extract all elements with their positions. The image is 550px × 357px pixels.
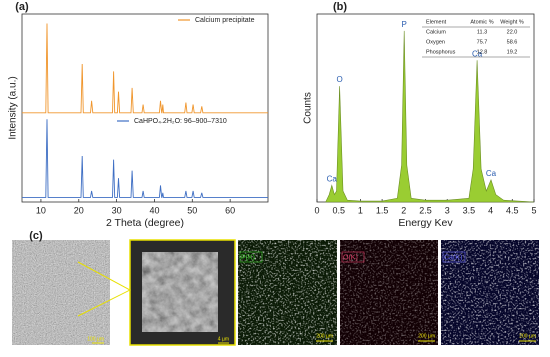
scale-bar-label: 200 µm <box>519 333 536 339</box>
x-tick-label: 3.5 <box>463 205 476 215</box>
x-tick-label: 30 <box>112 205 122 215</box>
x-axis-label: Energy Kev <box>398 217 453 229</box>
table-cell: 75.7 <box>477 39 488 45</box>
x-tick-label: 3 <box>445 205 450 215</box>
scale-bar-label: 200 µm <box>316 333 333 339</box>
pattern-line <box>22 23 268 114</box>
x-tick-label: 0 <box>314 205 319 215</box>
x-tick-label: 50 <box>187 205 197 215</box>
peak-label: P <box>402 20 407 29</box>
scale-bar-label: 4 µm <box>218 336 229 342</box>
map-title: P(K) <box>241 254 255 261</box>
table-cell: 12.8 <box>477 49 488 55</box>
zoom-frame <box>129 239 236 346</box>
map-title: Ca(K) <box>444 254 462 261</box>
peak-label: Ca <box>472 49 483 58</box>
panel-c-images <box>12 239 539 346</box>
map-title-box <box>341 251 365 263</box>
scale-bar-label: 200 µm <box>418 333 435 339</box>
x-tick-label: 40 <box>149 205 159 215</box>
scale-bar-label: 100 µm <box>87 336 104 342</box>
y-axis-label: Intensity (a.u.) <box>8 76 19 139</box>
table-cell: 22.0 <box>507 29 518 35</box>
legend-label: CaHPO₄.2H₂O: 96–900–7310 <box>134 118 227 125</box>
x-tick-label: 2 <box>401 205 406 215</box>
panel-label: (b) <box>333 1 347 13</box>
panel-label: (a) <box>15 1 29 13</box>
x-tick-label: 5 <box>531 205 536 215</box>
map-o <box>340 240 438 345</box>
zoom-lines <box>77 261 132 317</box>
x-tick-label: 1.5 <box>376 205 389 215</box>
peak-label: O <box>336 75 342 84</box>
peak-label: Ca <box>327 175 338 184</box>
x-axis-label: 2 Theta (degree) <box>106 217 184 229</box>
x-tick-label: 2.5 <box>419 205 432 215</box>
x-tick-label: 60 <box>225 205 235 215</box>
x-tick-label: 4 <box>488 205 493 215</box>
map-title-box <box>239 251 263 263</box>
table-header: Element <box>426 19 447 25</box>
table-cell: Phosphorus <box>426 49 456 55</box>
x-tick-label: 20 <box>74 205 84 215</box>
map-ca <box>441 240 539 345</box>
x-tick-label: 0.5 <box>332 205 345 215</box>
table-header: Weight % <box>500 19 524 25</box>
table-cell: 11.3 <box>477 29 487 35</box>
legend-label: Calcium precipitate <box>195 17 255 24</box>
table-header: Atomic % <box>470 19 493 25</box>
spectrum-area <box>325 30 535 203</box>
x-tick-label: 4.5 <box>506 205 519 215</box>
table-cell: Oxygen <box>426 39 445 45</box>
plot-frame <box>21 13 269 203</box>
table-cell: 58.6 <box>507 39 518 45</box>
panel-label: (c) <box>29 230 43 242</box>
y-axis-label: Counts <box>303 92 314 124</box>
map-title: O(K) <box>343 254 358 261</box>
table-cell: 19.2 <box>507 49 518 55</box>
peak-label: Ca <box>486 169 497 178</box>
x-tick-label: 10 <box>36 205 46 215</box>
x-tick-label: 1 <box>358 205 363 215</box>
map-title-box <box>442 251 466 263</box>
pattern-line <box>22 119 268 198</box>
map-p <box>238 240 337 345</box>
sem-image-high <box>142 252 218 332</box>
sem-image-low <box>12 240 110 345</box>
table-cell: Calcium <box>426 29 446 35</box>
